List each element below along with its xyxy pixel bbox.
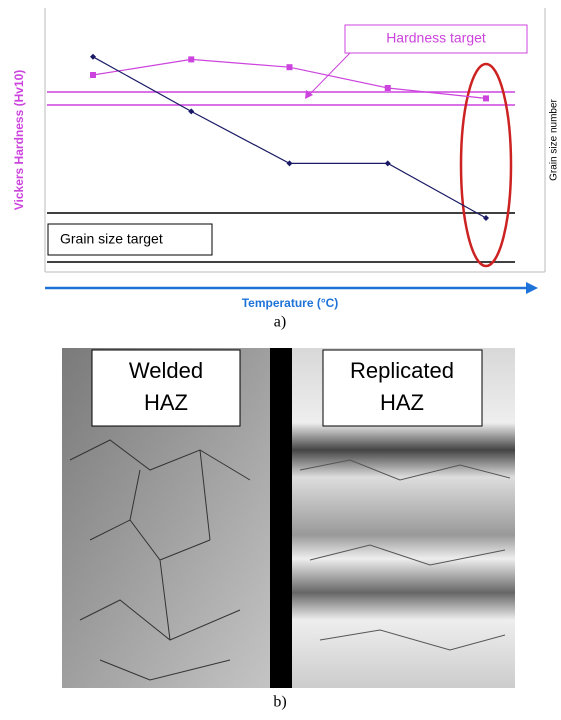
separator bbox=[270, 348, 292, 688]
annotation-box bbox=[47, 223, 213, 256]
caption: Replicated bbox=[350, 358, 454, 383]
point bbox=[188, 56, 195, 63]
annotation-box bbox=[344, 24, 528, 54]
point bbox=[483, 95, 489, 102]
annotation-arrow bbox=[307, 52, 351, 97]
arrow-head bbox=[526, 282, 538, 294]
arrow-head bbox=[305, 90, 313, 99]
point bbox=[286, 160, 293, 167]
point bbox=[90, 72, 96, 78]
series-line bbox=[92, 56, 487, 219]
point bbox=[384, 160, 391, 167]
highlight-ellipse bbox=[459, 62, 513, 268]
point bbox=[90, 53, 96, 60]
annotation: Grain size target bbox=[60, 231, 163, 247]
figure-label: a) bbox=[274, 314, 286, 331]
x-axis-label: Temperature (°C) bbox=[242, 296, 339, 310]
point bbox=[286, 64, 293, 71]
point bbox=[384, 85, 391, 91]
grain-boundaries bbox=[299, 459, 511, 651]
figure-label: b) bbox=[273, 694, 286, 711]
point bbox=[483, 215, 489, 221]
annotation: Hardness target bbox=[386, 30, 486, 46]
caption: Welded bbox=[129, 358, 203, 383]
caption-box bbox=[91, 349, 241, 427]
y-axis-label: Vickers Hardness (Hv10) bbox=[12, 70, 26, 211]
point bbox=[188, 108, 195, 115]
caption: HAZ bbox=[380, 390, 424, 415]
grain-boundaries bbox=[69, 439, 251, 681]
y2-axis-label: Grain size number bbox=[549, 98, 560, 180]
caption: HAZ bbox=[144, 390, 188, 415]
caption-box bbox=[322, 349, 483, 427]
